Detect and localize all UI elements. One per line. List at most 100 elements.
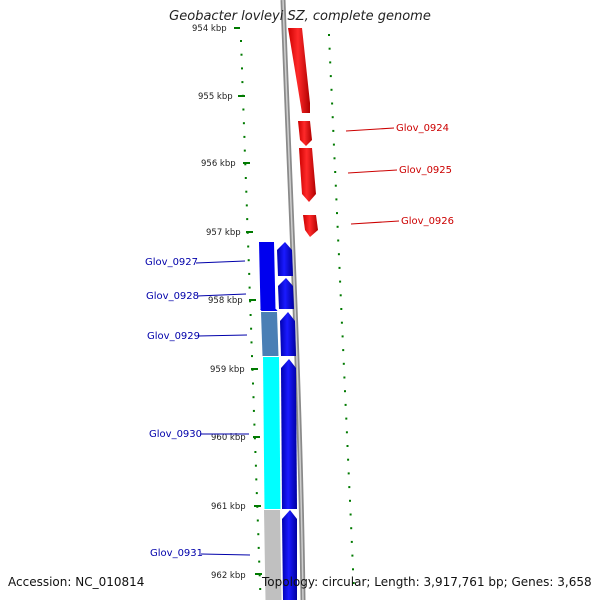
label-glov-0929[interactable]: Glov_0929 — [147, 331, 200, 342]
inner-dot-24 — [342, 362, 345, 365]
gene-glov-0926[interactable] — [303, 215, 318, 237]
gene-glov-0929[interactable] — [280, 312, 296, 356]
reverse-strand-genes — [277, 242, 297, 600]
inner-dot-6 — [331, 116, 334, 119]
outer-dot-22 — [250, 341, 253, 344]
forward-strand-genes — [288, 28, 318, 237]
inner-dot-35 — [349, 513, 352, 516]
gene-glov-0924[interactable] — [288, 28, 310, 113]
gene-glov-0927[interactable] — [277, 242, 293, 276]
gene-glov-0930[interactable] — [281, 359, 297, 509]
inner-dot-32 — [347, 472, 350, 475]
label-glov-0928[interactable]: Glov_0928 — [146, 291, 199, 302]
inner-dot-33 — [348, 486, 351, 489]
inner-dot-18 — [339, 280, 342, 283]
label-glov-0930[interactable]: Glov_0930 — [149, 429, 202, 440]
cog-bar-3 — [263, 357, 281, 509]
cog-ring — [259, 242, 282, 600]
label-glov-0926[interactable]: Glov_0926 — [401, 216, 454, 227]
inner-dot-12 — [335, 198, 338, 201]
outer-dot-2 — [241, 67, 243, 70]
outer-dot-20 — [249, 314, 252, 316]
outer-dot-36 — [257, 533, 260, 536]
reverse-gene-labels: Glov_0927 Glov_0928 Glov_0929 Glov_0930 … — [145, 257, 251, 559]
inner-dot-0 — [328, 34, 330, 36]
outer-dot-37 — [257, 546, 260, 549]
outer-dot-31 — [254, 464, 257, 467]
outer-dot-11 — [245, 190, 248, 193]
outer-dot-21 — [250, 327, 253, 330]
outer-dot-33 — [255, 492, 258, 495]
outer-dot-30 — [254, 451, 257, 453]
inner-dot-7 — [332, 129, 335, 132]
tick-956-mark — [243, 162, 250, 164]
leader-glov-0925 — [347, 169, 398, 174]
tick-962-mark — [255, 573, 262, 575]
inner-dot-11 — [334, 184, 337, 187]
outer-dot-29 — [253, 437, 256, 440]
inner-dot-40 — [352, 582, 355, 584]
inner-dot-31 — [347, 458, 350, 461]
leader-glov-0929 — [197, 334, 248, 337]
gene-glov-0925b[interactable] — [299, 148, 316, 202]
inner-dot-3 — [329, 75, 332, 78]
inner-dot-34 — [349, 499, 351, 502]
outer-dot-27 — [252, 409, 255, 412]
outer-dot-16 — [247, 259, 250, 262]
inner-dot-16 — [337, 253, 340, 256]
label-glov-0931[interactable]: Glov_0931 — [150, 548, 203, 559]
outer-dot-1 — [240, 53, 243, 56]
inner-dot-8 — [332, 143, 335, 146]
outer-dot-7 — [243, 135, 246, 138]
outer-dot-40 — [259, 588, 262, 590]
inner-dot-25 — [343, 376, 346, 379]
outer-dot-25 — [252, 382, 254, 385]
outer-dot-28 — [253, 423, 256, 426]
gene-glov-0928[interactable] — [278, 278, 294, 309]
gene-glov-0931[interactable] — [282, 510, 297, 600]
inner-dot-26 — [344, 390, 346, 393]
label-glov-0925[interactable]: Glov_0925 — [399, 165, 452, 176]
inner-dot-13 — [336, 212, 338, 215]
tick-962-label: 962 kbp — [211, 571, 246, 581]
label-glov-0927[interactable]: Glov_0927 — [145, 257, 198, 268]
inner-dot-14 — [336, 225, 339, 228]
inner-dot-9 — [333, 157, 336, 160]
outer-dot-38 — [258, 560, 261, 563]
forward-gene-labels: Glov_0924 Glov_0925 Glov_0926 — [345, 123, 454, 227]
inner-dot-20 — [340, 308, 343, 310]
leader-glov-0924 — [345, 127, 395, 132]
inner-dot-22 — [341, 335, 344, 338]
tick-961-label: 961 kbp — [211, 502, 246, 512]
tick-961-mark — [254, 505, 261, 507]
inner-dot-21 — [340, 321, 343, 324]
inner-dot-38 — [351, 554, 354, 557]
outer-dot-23 — [251, 355, 253, 358]
outer-dot-26 — [252, 396, 255, 399]
tick-956-label: 956 kbp — [201, 159, 236, 169]
leader-glov-0928 — [196, 293, 247, 297]
tick-954-mark — [234, 27, 240, 29]
outer-dot-17 — [248, 272, 251, 275]
label-glov-0924[interactable]: Glov_0924 — [396, 123, 449, 134]
outer-dot-12 — [245, 204, 248, 207]
cog-bar-2 — [261, 312, 279, 356]
inner-dot-29 — [345, 431, 348, 434]
inner-dot-2 — [329, 61, 332, 64]
inner-dot-4 — [330, 88, 333, 91]
outer-dot-35 — [256, 519, 259, 522]
genome-summary-text: Topology: circular; Length: 3,917,761 bp… — [262, 575, 592, 589]
leader-glov-0926 — [350, 220, 400, 225]
leader-glov-0931 — [200, 553, 251, 556]
outer-dot-8 — [243, 149, 246, 152]
outer-dot-15 — [247, 245, 250, 248]
inner-dot-39 — [352, 568, 354, 571]
outer-dot-6 — [242, 122, 245, 125]
outer-dot-10 — [244, 177, 247, 179]
cog-bar-4 — [264, 510, 282, 600]
tick-958-label: 958 kbp — [208, 296, 243, 306]
inner-dot-19 — [339, 294, 342, 297]
tick-959-mark — [251, 368, 258, 370]
gene-glov-0925[interactable] — [298, 121, 312, 146]
